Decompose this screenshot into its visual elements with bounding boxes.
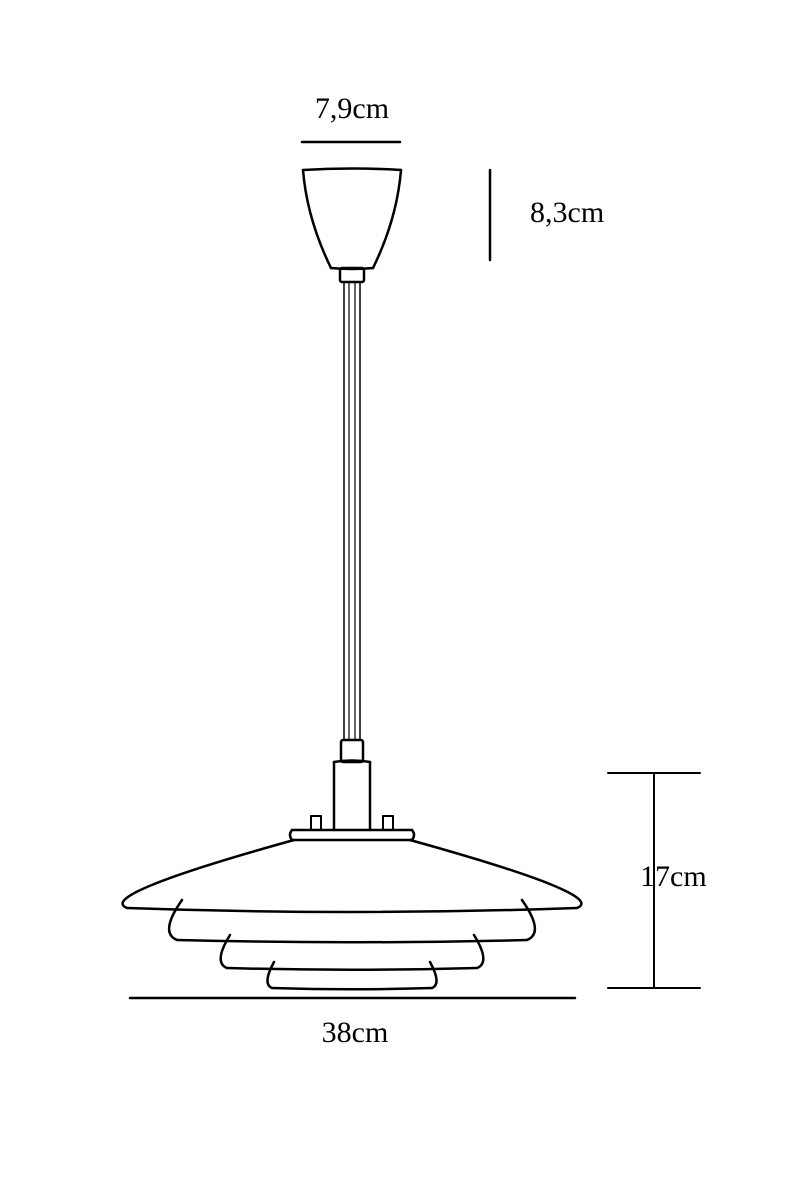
dim-label-canopy-width: 7,9cm (315, 92, 389, 125)
lamp-dimension-diagram: 7,9cm 8,3cm 17cm 38cm (0, 0, 800, 1200)
dim-label-shade-width: 38cm (322, 1016, 389, 1049)
dim-label-canopy-height: 8,3cm (530, 196, 604, 229)
dim-label-shade-height: 17cm (640, 860, 707, 893)
